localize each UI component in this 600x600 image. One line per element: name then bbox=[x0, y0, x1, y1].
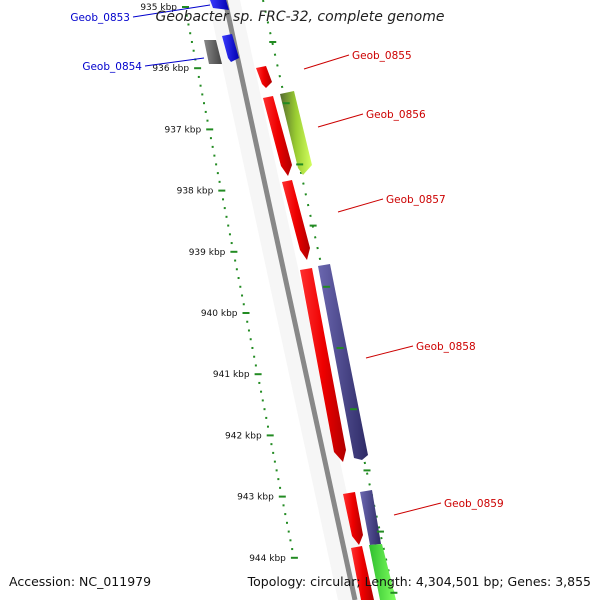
gene-label[interactable]: Geob_0859 bbox=[444, 498, 504, 510]
ruler-dot bbox=[204, 110, 207, 113]
ruler-dot bbox=[225, 215, 228, 218]
ruler-dot bbox=[230, 242, 233, 245]
ruler-dot bbox=[270, 443, 273, 446]
gene-callout-line bbox=[365, 345, 414, 359]
ruler-dot bbox=[254, 364, 257, 367]
ruler-dot bbox=[247, 329, 250, 332]
gene-callout-line bbox=[337, 198, 384, 213]
gene-label[interactable]: Geob_0857 bbox=[386, 194, 446, 206]
ruler-dot bbox=[272, 451, 275, 454]
ruler-dot bbox=[265, 416, 268, 419]
gene-geob-0859[interactable] bbox=[343, 492, 363, 545]
ruler-dot bbox=[249, 338, 252, 341]
ruler-dot bbox=[277, 478, 280, 481]
cds-purple-0858[interactable] bbox=[318, 264, 368, 460]
ruler-dot bbox=[258, 381, 261, 384]
genome-backbone bbox=[222, 0, 358, 600]
gene-geob-0856[interactable] bbox=[263, 96, 292, 176]
cds-purple-0859[interactable] bbox=[360, 490, 381, 545]
ruler-dot bbox=[289, 539, 292, 542]
ruler-dot bbox=[291, 548, 294, 551]
ruler-dot bbox=[234, 259, 237, 262]
ruler-dot bbox=[206, 119, 209, 122]
topology-text: Topology: circular; Length: 4,304,501 bp… bbox=[247, 574, 591, 589]
gene-callout-line bbox=[132, 4, 211, 18]
ruler-dot bbox=[227, 224, 230, 227]
gene-geob-0855[interactable] bbox=[256, 66, 272, 88]
ruler-dot bbox=[185, 14, 188, 17]
ruler-dot bbox=[201, 93, 204, 96]
gene-geob-0853[interactable] bbox=[210, 0, 229, 10]
inner-ruler: 935 kbp 936 kbp 937 kbp 938 kbp 939 kbp 940 k… bbox=[140, 3, 398, 594]
gene-grey-feature[interactable] bbox=[204, 40, 222, 64]
ruler-dot bbox=[215, 163, 218, 166]
gene-callout-line bbox=[393, 502, 442, 516]
gene-callout-line bbox=[144, 57, 205, 67]
cds-green-0860[interactable] bbox=[369, 544, 396, 600]
gene-callout-line bbox=[317, 113, 364, 128]
ruler-tick-label: 937 kbp bbox=[165, 125, 202, 135]
ruler-dot bbox=[275, 469, 278, 472]
ruler-tick-label: 938 kbp bbox=[177, 187, 214, 197]
ruler-dot bbox=[284, 513, 287, 516]
ruler-dot bbox=[222, 198, 225, 201]
ruler-dot bbox=[187, 23, 190, 26]
ruler-dot bbox=[246, 320, 249, 323]
ruler-dot bbox=[235, 268, 238, 271]
gene-labels: Geob_0853 Geob_0854 Geob_0855 Geob_0856 Geob… bbox=[70, 4, 504, 516]
ruler-dot bbox=[211, 145, 214, 148]
gene-geob-0857[interactable] bbox=[282, 180, 310, 260]
gene-callout-line bbox=[303, 54, 350, 70]
ruler-dot bbox=[228, 233, 231, 236]
cds-green-0856[interactable] bbox=[280, 91, 312, 175]
ruler-dot bbox=[199, 84, 202, 87]
ruler-tick-label: 936 kbp bbox=[152, 64, 189, 74]
ruler-dot bbox=[273, 460, 276, 463]
gene-red-0860[interactable] bbox=[351, 546, 374, 600]
ruler-dot bbox=[203, 102, 206, 105]
ruler-dot bbox=[287, 530, 290, 533]
gene-label[interactable]: Geob_0856 bbox=[366, 109, 426, 121]
ruler-dot bbox=[253, 355, 256, 358]
ruler-tick-label: 935 kbp bbox=[140, 3, 177, 13]
ruler-dot bbox=[242, 303, 245, 306]
ruler-dot bbox=[260, 390, 263, 393]
ruler-tick-label: 941 kbp bbox=[213, 370, 250, 380]
ruler-tick-label: 940 kbp bbox=[201, 309, 238, 319]
gene-label[interactable]: Geob_0855 bbox=[352, 50, 412, 62]
gene-label[interactable]: Geob_0858 bbox=[416, 341, 476, 353]
ruler-dot bbox=[251, 346, 254, 349]
ruler-dot bbox=[279, 486, 282, 489]
ruler-dot bbox=[237, 277, 240, 280]
ruler-dot bbox=[209, 137, 212, 140]
ruler-dot bbox=[261, 399, 264, 402]
ruler-dot bbox=[213, 154, 216, 157]
ruler-tick-label: 942 kbp bbox=[225, 431, 262, 441]
ruler-dot bbox=[241, 294, 244, 297]
ruler-dot bbox=[266, 425, 269, 428]
gene-label[interactable]: Geob_0853 bbox=[70, 12, 130, 24]
gene-label[interactable]: Geob_0854 bbox=[82, 61, 142, 73]
ruler-dot bbox=[197, 75, 200, 78]
gene-geob-0854[interactable] bbox=[222, 34, 239, 62]
genome-title: Geobacter sp. FRC-32, complete genome bbox=[155, 9, 445, 25]
ruler-dot bbox=[216, 172, 219, 175]
gene-geob-0858[interactable] bbox=[300, 268, 346, 462]
ruler-dot bbox=[263, 408, 266, 411]
ruler-dot bbox=[223, 207, 226, 210]
ruler-dot bbox=[192, 49, 195, 52]
ruler-dot bbox=[218, 180, 221, 183]
ruler-dot bbox=[190, 40, 193, 43]
ruler-tick-label: 939 kbp bbox=[189, 248, 226, 258]
ruler-dot bbox=[285, 521, 288, 524]
ruler-tick-label: 944 kbp bbox=[249, 554, 286, 564]
ruler-dot bbox=[282, 504, 285, 507]
accession-text: Accession: NC_011979 bbox=[9, 574, 152, 589]
ruler-dot bbox=[189, 32, 192, 35]
ruler-tick-label: 943 kbp bbox=[237, 493, 274, 503]
ruler-dot bbox=[239, 285, 242, 288]
